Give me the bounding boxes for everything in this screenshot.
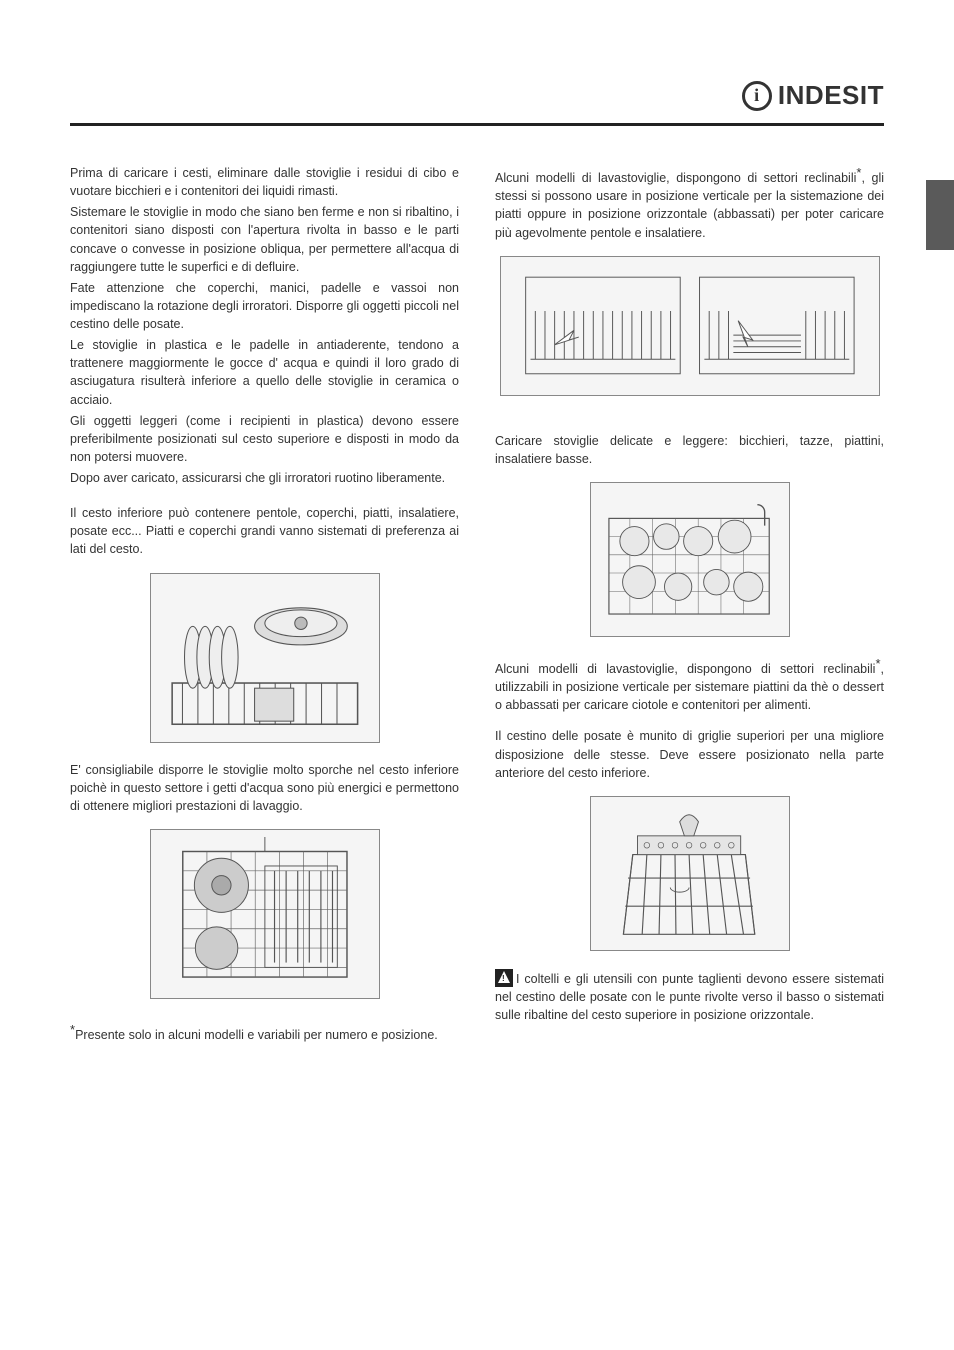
intro-paragraph: Prima di caricare i cesti, eliminare dal…: [70, 164, 459, 200]
lower-basket-dishes-icon: [160, 580, 370, 735]
arrange-paragraph-b: Fate attenzione che coperchi, manici, pa…: [70, 279, 459, 333]
cutlery-basket-paragraph: Il cestino delle posate è munito di grig…: [495, 727, 884, 781]
footnote-text: Presente solo in alcuni modelli e variab…: [75, 1028, 438, 1042]
tines-up-down-icon: [516, 262, 864, 389]
brand-name: INDESIT: [778, 80, 884, 111]
right-column: Alcuni modelli di lavastoviglie, dispong…: [495, 164, 884, 1047]
lower-basket-paragraph: Il cesto inferiore può contenere pentole…: [70, 504, 459, 558]
side-tab: [926, 180, 954, 250]
delicate-paragraph: Caricare stoviglie delicate e leggere: b…: [495, 432, 884, 468]
warning-paragraph: I coltelli e gli utensili con punte tagl…: [495, 969, 884, 1024]
footnote: *Presente solo in alcuni modelli e varia…: [70, 1021, 459, 1044]
upper-basket-glasses-icon: [598, 489, 780, 630]
lower-basket-topview-illustration: [150, 829, 380, 999]
content-columns: Prima di caricare i cesti, eliminare dal…: [70, 164, 884, 1047]
tines-position-illustration: [500, 256, 880, 396]
logo-icon: i: [742, 81, 772, 111]
arrange-paragraph-c: Le stoviglie in plastica e le padelle in…: [70, 336, 459, 409]
reclining-sectors-paragraph: Alcuni modelli di lavastoviglie, dispong…: [495, 164, 884, 242]
upper-basket-illustration: [590, 482, 790, 637]
dirty-dishes-paragraph: E' consigliabile disporre le stoviglie m…: [70, 761, 459, 815]
header: i INDESIT: [70, 80, 884, 111]
arrange-paragraph-d: Gli oggetti leggeri (come i recipienti i…: [70, 412, 459, 466]
cutlery-basket-icon: [598, 803, 780, 944]
arrange-paragraph-e: Dopo aver caricato, assicurarsi che gli …: [70, 469, 459, 487]
warning-icon: [495, 969, 513, 987]
arrange-paragraph-a: Sistemare le stoviglie in modo che siano…: [70, 203, 459, 276]
brand-logo: i INDESIT: [742, 80, 884, 111]
lower-basket-topview-icon: [160, 837, 370, 992]
warning-text: I coltelli e gli utensili con punte tagl…: [495, 972, 884, 1022]
lower-basket-illustration: [150, 573, 380, 743]
left-column: Prima di caricare i cesti, eliminare dal…: [70, 164, 459, 1047]
upper-reclining-paragraph: Alcuni modelli di lavastoviglie, dispong…: [495, 655, 884, 715]
cutlery-basket-illustration: [590, 796, 790, 951]
header-rule: [70, 123, 884, 126]
